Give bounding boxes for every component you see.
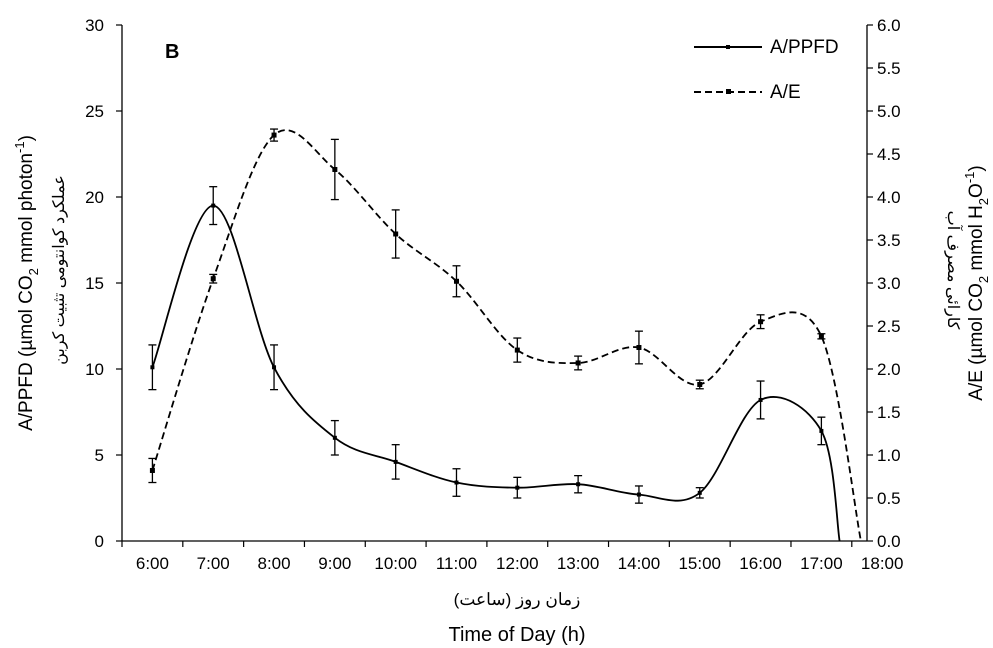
data-point-a-e	[514, 347, 520, 353]
data-point-a-e	[758, 319, 764, 325]
data-point-a-ppfd	[819, 428, 824, 433]
data-point-a-ppfd	[515, 485, 520, 490]
right-y-tick-label: 4.5	[877, 145, 901, 164]
left-y-axis-ticks: 0 5 10 15 20 25 30	[85, 16, 122, 551]
data-point-a-ppfd	[636, 492, 641, 497]
right-y-tick-label: 2.5	[877, 317, 901, 336]
data-point-a-e	[818, 333, 824, 339]
x-tick-label: 17:00	[800, 554, 843, 573]
left-y-tick-label: 30	[85, 16, 104, 35]
x-tick-label: 11:00	[436, 554, 477, 573]
data-point-a-ppfd	[332, 435, 337, 440]
data-point-a-e	[697, 381, 703, 387]
data-point-a-ppfd	[758, 397, 763, 402]
data-point-a-ppfd	[697, 490, 702, 495]
right-y-axis-label-persian: کارائی مصرف آب	[944, 211, 964, 330]
error-bars	[148, 128, 826, 504]
left-y-tick-label: 0	[95, 532, 104, 551]
right-y-tick-label: 0.0	[877, 532, 901, 551]
x-axis-ticks: 6:00 7:00 8:00 9:00 10:00 11:00 12:00 13:00 14:0…	[121, 541, 904, 573]
right-y-tick-label: 0.5	[877, 489, 901, 508]
right-y-tick-label: 1.0	[877, 446, 901, 465]
panel-label: B	[165, 41, 179, 63]
data-point-a-e	[332, 166, 338, 172]
data-point-a-e	[210, 276, 216, 282]
right-y-tick-label: 1.5	[877, 403, 901, 422]
data-point-a-e	[575, 360, 581, 366]
right-y-tick-label: 4.0	[877, 188, 901, 207]
data-point-a-ppfd	[211, 203, 216, 208]
data-point-a-ppfd	[576, 482, 581, 487]
series-line-a-ppfd	[151, 204, 841, 542]
x-tick-label: 13:00	[557, 554, 600, 573]
right-y-tick-label: 2.0	[877, 360, 901, 379]
legend-marker-a-e	[726, 89, 731, 94]
data-point-a-ppfd	[272, 365, 277, 370]
data-point-a-ppfd	[393, 459, 398, 464]
data-point-a-e	[453, 278, 459, 284]
right-y-tick-label: 6.0	[877, 16, 901, 35]
right-y-tick-label: 3.0	[877, 274, 901, 293]
legend: A/PPFD A/E	[694, 37, 839, 103]
x-axis-label-persian: زمان روز (ساعت)	[454, 590, 581, 610]
legend-label-a-ppfd: A/PPFD	[770, 37, 839, 58]
plot-frame	[121, 25, 868, 542]
x-tick-label: 6:00	[136, 554, 169, 573]
right-y-axis-label: A/E (µmol CO2 mmol H2O-1)	[962, 165, 991, 400]
left-y-axis-label: A/PPFD (µmol CO2 mmol photon-1)	[12, 135, 41, 431]
data-point-a-e	[636, 345, 642, 350]
x-tick-label: 7:00	[197, 554, 230, 573]
left-y-tick-label: 20	[85, 188, 104, 207]
x-tick-label: 15:00	[678, 554, 721, 573]
data-points	[149, 132, 824, 497]
series-curves	[151, 129, 862, 542]
x-tick-label: 14:00	[618, 554, 661, 573]
data-point-a-e	[149, 467, 155, 473]
left-y-tick-label: 15	[85, 274, 104, 293]
left-y-axis-label-persian: عملکرد کوانتومی تثبیت کربن	[51, 175, 68, 365]
right-y-tick-label: 5.0	[877, 102, 901, 121]
x-tick-label: 18:00	[861, 554, 904, 573]
data-point-a-ppfd	[454, 480, 459, 485]
x-tick-label: 8:00	[257, 554, 290, 573]
left-y-tick-label: 10	[85, 360, 104, 379]
x-tick-label: 9:00	[318, 554, 351, 573]
legend-marker-a-ppfd	[726, 45, 730, 49]
x-axis-label: Time of Day (h)	[448, 624, 585, 646]
right-y-axis-ticks: 0.0 0.5 1.0 1.5 2.0 2.5 3.0 3.5 4.0 4.5 5.0 5.5 6.0	[867, 16, 901, 551]
x-tick-label: 12:00	[496, 554, 539, 573]
x-tick-label: 16:00	[739, 554, 782, 573]
data-point-a-e	[271, 132, 277, 138]
right-y-tick-label: 5.5	[877, 59, 901, 78]
left-y-tick-label: 5	[95, 446, 104, 465]
legend-label-a-e: A/E	[770, 82, 801, 103]
left-y-tick-label: 25	[85, 102, 104, 121]
right-y-tick-label: 3.5	[877, 231, 901, 250]
series-line-a-e	[151, 129, 862, 542]
data-point-a-ppfd	[150, 365, 155, 370]
data-point-a-e	[393, 231, 399, 237]
x-tick-label: 10:00	[374, 554, 417, 573]
